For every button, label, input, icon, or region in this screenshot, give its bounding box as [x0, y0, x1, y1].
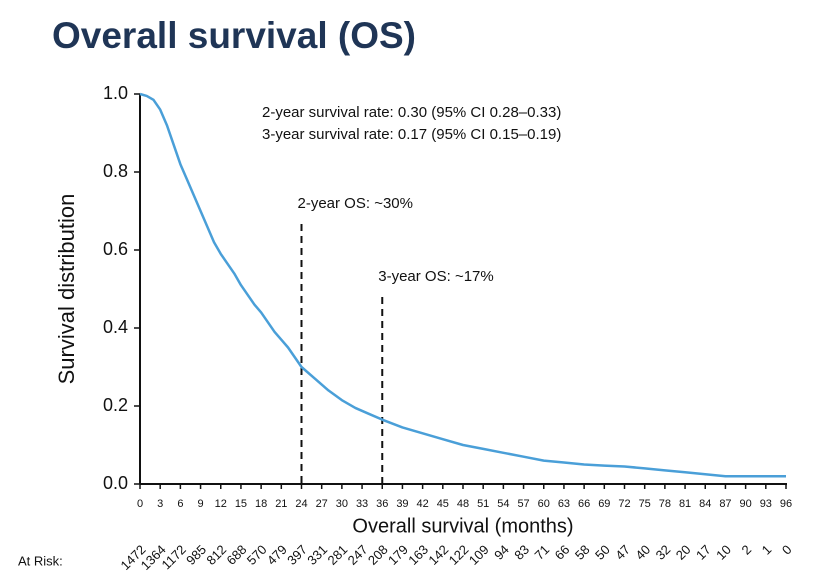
note: 2-year survival rate: 0.30 (95% CI 0.28–…: [262, 104, 561, 121]
at-risk-count: 83: [511, 542, 532, 563]
y-axis-label: Survival distribution: [54, 194, 79, 385]
x-tick-label: 57: [517, 498, 529, 510]
at-risk-count: 71: [531, 542, 552, 563]
x-tick-label: 42: [417, 498, 429, 510]
x-tick-label: 9: [198, 498, 204, 510]
at-risk-count: 50: [592, 542, 613, 563]
note: 3-year survival rate: 0.17 (95% CI 0.15–…: [262, 126, 561, 143]
at-risk-count: 47: [612, 542, 633, 563]
x-tick-label: 72: [618, 498, 630, 510]
at-risk-count: 94: [491, 542, 512, 563]
y-tick-label: 0.6: [103, 239, 128, 259]
x-tick-label: 39: [396, 498, 408, 510]
x-tick-label: 12: [215, 498, 227, 510]
x-tick-label: 24: [295, 498, 307, 510]
survival-curve: [139, 92, 786, 478]
x-tick-label: 15: [235, 498, 247, 510]
y-tick-label: 0.0: [103, 473, 128, 493]
x-tick-label: 84: [699, 498, 711, 510]
annotation: 3-year OS: ~17%: [378, 268, 493, 285]
x-tick-label: 18: [255, 498, 267, 510]
x-axis-label: Overall survival (months): [352, 515, 573, 537]
y-tick-label: 0.8: [103, 161, 128, 181]
x-tick-label: 6: [177, 498, 183, 510]
x-tick-label: 48: [457, 498, 469, 510]
at-risk-count: 58: [572, 542, 593, 563]
at-risk-count: 109: [466, 542, 492, 568]
x-tick-label: 21: [275, 498, 287, 510]
x-tick-label: 87: [719, 498, 731, 510]
y-tick-label: 1.0: [103, 83, 128, 103]
x-tick-label: 27: [316, 498, 328, 510]
chart-title: Overall survival (OS): [52, 15, 416, 56]
at-risk-count: 10: [713, 542, 734, 563]
at-risk-count: 20: [673, 542, 694, 563]
x-tick-label: 69: [598, 498, 610, 510]
x-tick-label: 90: [740, 498, 752, 510]
x-tick-label: 51: [477, 498, 489, 510]
x-tick-label: 93: [760, 498, 772, 510]
x-tick-label: 33: [356, 498, 368, 510]
at-risk-count: 17: [693, 542, 714, 563]
x-tick-label: 75: [639, 498, 651, 510]
x-tick-label: 60: [538, 498, 550, 510]
x-tick-label: 63: [558, 498, 570, 510]
x-tick-label: 54: [497, 498, 509, 510]
x-tick-label: 66: [578, 498, 590, 510]
x-tick-label: 3: [157, 498, 163, 510]
at-risk-count: 40: [632, 542, 653, 563]
x-tick-label: 78: [659, 498, 671, 510]
x-tick-label: 45: [437, 498, 449, 510]
y-tick-label: 0.4: [103, 317, 128, 337]
at-risk-count: 2: [738, 542, 754, 558]
x-tick-label: 36: [376, 498, 388, 510]
at-risk-label: At Risk:: [18, 553, 63, 568]
at-risk-count: 1: [759, 542, 775, 558]
at-risk-count: 66: [552, 542, 573, 563]
at-risk-count: 32: [653, 542, 674, 563]
x-tick-label: 81: [679, 498, 691, 510]
at-risk-count: 0: [779, 542, 795, 558]
y-tick-label: 0.2: [103, 395, 128, 415]
x-tick-label: 0: [137, 498, 143, 510]
x-tick-label: 30: [336, 498, 348, 510]
annotation: 2-year OS: ~30%: [298, 195, 413, 212]
x-tick-label: 96: [780, 498, 792, 510]
